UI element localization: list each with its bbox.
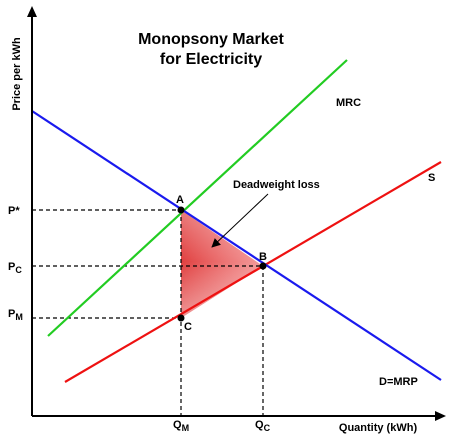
point-c-dot: [177, 314, 185, 322]
p-m-label: PM: [8, 308, 23, 322]
demand-label: D=MRP: [379, 376, 418, 388]
y-axis-arrowhead: [27, 6, 37, 17]
point-b-label: B: [259, 251, 267, 263]
q-c-label: QC: [255, 419, 271, 433]
p-c-sub: C: [15, 265, 22, 275]
q-c-sub: C: [264, 423, 271, 433]
point-a-dot: [177, 206, 185, 214]
supply-label: S: [428, 172, 435, 184]
q-c-main: Q: [255, 419, 264, 431]
point-a-label: A: [176, 194, 184, 206]
p-m-main: P: [8, 308, 15, 320]
q-m-label: QM: [173, 419, 189, 433]
p-c-main: P: [8, 261, 15, 273]
deadweight-arrow: [211, 193, 269, 248]
title-line-1: Monopsony Market: [138, 31, 284, 48]
title-line-2: for Electricity: [160, 51, 262, 68]
point-c-label: C: [184, 321, 192, 333]
p-star-label: P*: [8, 205, 20, 217]
axes: [31, 14, 438, 417]
guide-lines: [32, 209, 264, 416]
demand-curve: [31, 110, 442, 381]
y-axis-label: Price per kWh: [11, 37, 23, 111]
mrc-label: MRC: [336, 97, 361, 109]
deadweight-loss-highlight: [181, 210, 263, 318]
p-c-label: PC: [8, 261, 22, 275]
x-axis-label: Quantity (kWh): [339, 422, 418, 434]
x-axis-arrowhead: [435, 411, 446, 421]
p-m-sub: M: [15, 312, 23, 322]
mrc-curve: [47, 59, 348, 337]
deadweight-loss-label: Deadweight loss: [233, 179, 320, 191]
q-m-main: Q: [173, 419, 182, 431]
point-b-dot: [259, 262, 267, 270]
q-m-sub: M: [182, 423, 190, 433]
supply-curve: [64, 161, 442, 383]
